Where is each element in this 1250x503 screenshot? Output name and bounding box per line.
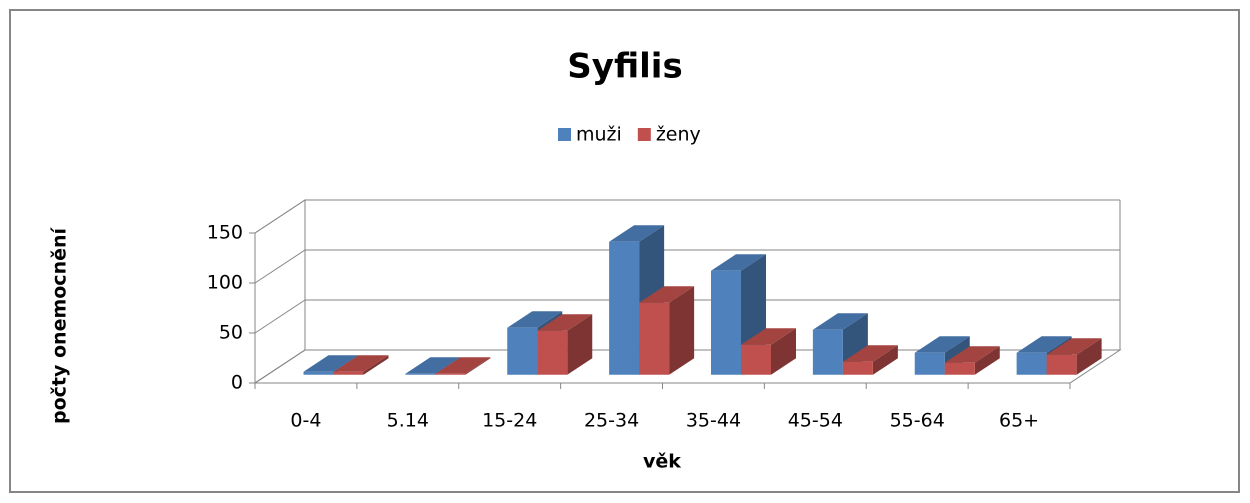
x-tick-label: 0-4 [290,410,321,432]
x-tick-label: 45-54 [788,410,843,432]
y-axis-label: počty onemocnění [49,226,71,424]
bar-top [914,336,970,353]
legend-swatch [637,128,651,141]
bar-top [609,225,665,242]
bar-side [669,286,695,375]
bar-front [333,371,364,375]
bar-front [812,329,843,375]
legend-label: muži [576,124,622,146]
bar-top [842,345,898,362]
bar-front [842,361,873,375]
y-tick-label: 50 [219,322,243,344]
bar-top [1046,338,1102,355]
bar-front [303,371,334,375]
grid-line [254,299,1120,334]
bar-top [812,313,868,330]
legend-label: ženy [656,124,701,146]
bar [639,286,695,375]
y-tick-label: 0 [231,372,243,394]
bar [333,355,389,375]
bar-front [944,362,975,375]
bar-front [405,373,436,375]
grid-line [254,199,1120,234]
bar-front [1046,354,1077,375]
bar [537,314,593,375]
bar-side [771,328,796,375]
y-tick-label: 100 [207,272,243,294]
bar-top [435,357,491,374]
x-tick-label: 5.14 [387,410,429,432]
bar-front [537,330,568,375]
bar-front [711,270,741,375]
bar-top [537,314,593,331]
bar-top [507,311,563,328]
x-axis-label: věk [643,451,681,473]
x-tick-label: 15-24 [482,410,537,432]
legend-swatch [558,128,571,141]
bar [842,345,898,375]
y-tick-label: 150 [207,222,243,244]
x-tick-label: 55-64 [890,410,945,432]
bar-front [435,373,466,375]
bar [944,346,1000,375]
bar-side [872,345,898,375]
bar [435,357,491,375]
x-tick-label: 35-44 [686,410,741,432]
grid-line [254,249,1120,284]
bar-top [303,355,359,372]
bar-side [465,357,491,375]
bar-top [1016,336,1072,353]
bar-front [1016,352,1047,375]
bar-front [507,327,538,375]
bar [741,328,796,375]
bar-top [711,254,766,271]
bar-top [405,357,461,374]
bar-side [974,346,1000,375]
bar-top [639,286,695,303]
x-tick-label: 65+ [999,410,1039,432]
bar-top [333,355,389,372]
bar-side [363,355,389,375]
bar [1046,338,1102,375]
bar-side [1076,338,1102,375]
chart-title: Syfilis [567,47,682,87]
bar-front [639,302,670,375]
bar-top [944,346,1000,363]
bar-front [914,352,945,375]
bar-side [567,314,593,375]
bar-front [609,241,640,375]
bar-front [741,344,771,375]
x-tick-label: 25-34 [584,410,639,432]
bar-top [741,328,796,345]
